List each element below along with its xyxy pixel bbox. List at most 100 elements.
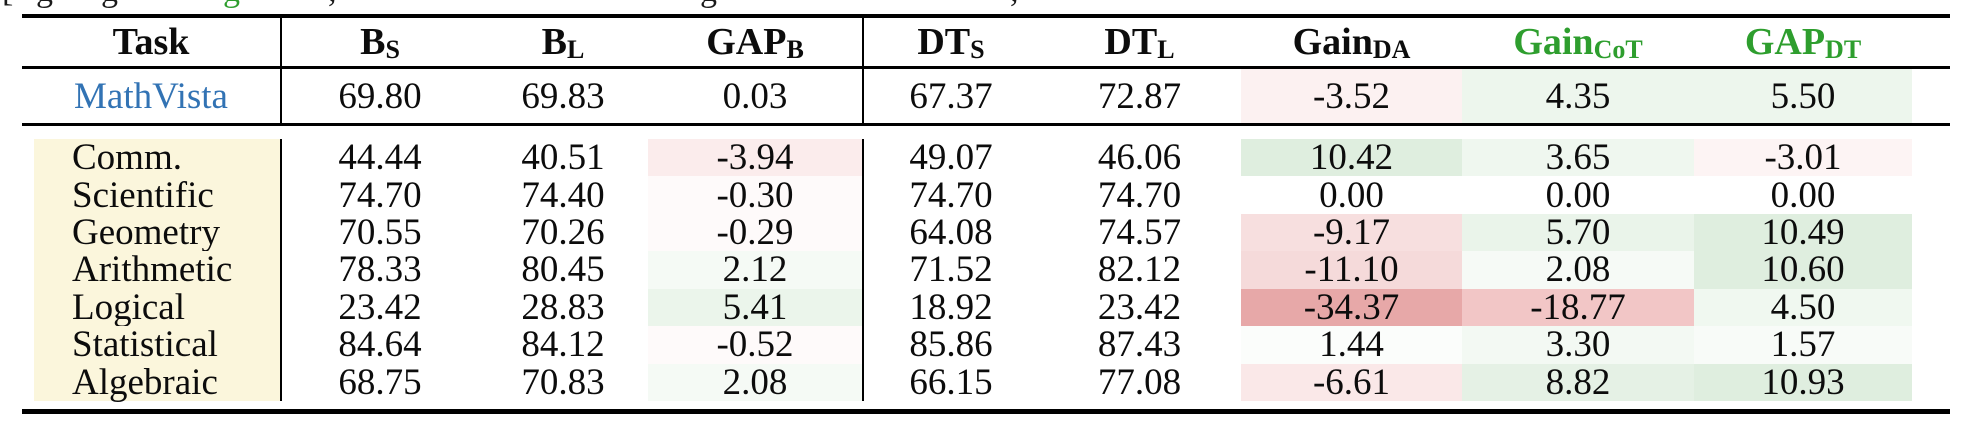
value-cell-gap-b: 2.12 — [648, 251, 864, 289]
value-cell-gain-da: -11.10 — [1241, 251, 1462, 289]
header-label: B — [360, 21, 386, 63]
table-bottom-rule — [22, 409, 1950, 414]
value-cell-gap-b: -0.52 — [648, 326, 864, 364]
header-cell-gain-cot: Gain CoT — [1513, 21, 1643, 64]
task-cell: Scientific — [22, 176, 282, 214]
value-cell-b-s: 70.55 — [338, 212, 422, 254]
header-label: DT — [917, 21, 971, 63]
value-cell-dt-s: 49.07 — [909, 137, 993, 179]
value-cell-dt-l: 87.43 — [1097, 324, 1182, 366]
value-cell-b-s: 44.44 — [338, 137, 422, 179]
cropped-caption-fragments: [ g g g, g, — [0, 0, 1978, 13]
value-cell-gain-da: -9.17 — [1241, 214, 1462, 252]
row-spacer — [1912, 289, 1950, 326]
header-label: GAP — [706, 21, 787, 63]
task-cell: Arithmetic — [22, 251, 282, 289]
value-cell-b-s: 68.75 — [338, 361, 422, 403]
value-cell-gap-b: -0.30 — [648, 176, 864, 214]
caption-fragment: g — [700, 0, 717, 8]
value-cell-b-l: 69.83 — [521, 75, 605, 117]
value-cell-gap-dt: 4.50 — [1694, 289, 1912, 327]
value-cell-gain-cot: 8.82 — [1462, 364, 1694, 401]
value-cell-gain-cot: 4.35 — [1462, 69, 1694, 123]
header-label: Gain — [1292, 21, 1373, 63]
task-cell: Geometry — [22, 214, 282, 252]
task-cell: Logical — [22, 289, 282, 327]
value-cell-gap-dt: 10.60 — [1694, 251, 1912, 289]
value-cell-dt-s: 71.52 — [909, 249, 993, 291]
value-cell-gain-da: -3.52 — [1241, 69, 1462, 123]
value-cell-gain-da: 0.00 — [1319, 174, 1384, 216]
header-cell-gap-b: GAP B — [648, 18, 864, 66]
value-cell-b-l: 28.83 — [521, 286, 605, 328]
value-cell-b-l: 74.40 — [521, 174, 605, 216]
caption-fragment: g — [223, 0, 240, 8]
header-label: Task — [112, 21, 190, 63]
header-cell-dt-s: DT S — [917, 21, 985, 64]
task-cell-mathvista: MathVista — [22, 69, 282, 123]
value-cell-b-l: 70.83 — [521, 361, 605, 403]
value-cell-gap-dt: 10.93 — [1694, 364, 1912, 401]
header-cell-gap-dt: GAP DT — [1744, 21, 1862, 64]
caption-fragment: g — [36, 0, 53, 8]
mathvista-bottom-rule — [22, 123, 1950, 126]
value-cell-b-s: 23.42 — [338, 286, 422, 328]
header-label: DT — [1104, 21, 1158, 63]
mathvista-link[interactable]: MathVista — [74, 75, 228, 117]
value-cell-b-l: 70.26 — [521, 212, 605, 254]
header-label: GAP — [1744, 21, 1826, 63]
table-header-row: Task B S B L GAP B DT S DT L Gain DA Gain CoT GAP DT — [22, 18, 1950, 66]
value-cell-b-l: 84.12 — [521, 324, 605, 366]
value-cell-gap-b: 5.41 — [648, 289, 864, 327]
task-cell: Comm. — [22, 139, 282, 177]
value-cell-b-s: 74.70 — [338, 174, 422, 216]
caption-fragment: , — [1010, 0, 1019, 8]
value-cell-gain-da: 10.42 — [1241, 139, 1462, 177]
value-cell-gain-cot: 2.08 — [1462, 251, 1694, 289]
task-breakdown-rows: Comm. 44.44 40.51 -3.94 49.07 46.06 10.42 3.65-… — [22, 139, 1950, 401]
value-cell-gap-b: 2.08 — [648, 364, 864, 401]
value-cell-dt-l: 46.06 — [1097, 137, 1182, 179]
value-cell-dt-s: 64.08 — [909, 212, 993, 254]
header-cell-dt-l: DT L — [1104, 21, 1175, 64]
value-cell-dt-l: 23.42 — [1097, 286, 1182, 328]
header-spacer — [1912, 18, 1950, 66]
caption-fragment: g — [101, 0, 118, 8]
value-cell-gap-b: 0.03 — [648, 69, 864, 123]
value-cell-dt-l: 72.87 — [1097, 75, 1182, 117]
value-cell-gap-b: -0.29 — [648, 214, 864, 252]
value-cell-gain-da: -6.61 — [1241, 364, 1462, 401]
value-cell-dt-s: 66.15 — [909, 361, 993, 403]
value-cell-gap-dt: -3.01 — [1694, 139, 1912, 177]
caption-fragment: , — [328, 0, 337, 8]
value-cell-b-s: 78.33 — [338, 249, 422, 291]
value-cell-gap-dt: 0.00 — [1770, 174, 1836, 216]
value-cell-gap-b: -3.94 — [648, 139, 864, 177]
task-cell: Statistical — [22, 326, 282, 364]
header-cell-task: Task — [22, 18, 282, 66]
row-spacer — [1912, 176, 1950, 213]
value-cell-gain-da: 1.44 — [1241, 326, 1462, 364]
value-cell-gain-cot: 3.30 — [1462, 326, 1694, 364]
value-cell-dt-l: 82.12 — [1097, 249, 1182, 291]
task-cell: Algebraic — [22, 364, 282, 401]
value-cell-b-l: 80.45 — [521, 249, 605, 291]
row-spacer — [1912, 251, 1950, 288]
value-cell-dt-s: 67.37 — [909, 75, 993, 117]
value-cell-gain-cot: 5.70 — [1462, 214, 1694, 252]
value-cell-b-l: 40.51 — [521, 137, 605, 179]
row-spacer — [1912, 214, 1950, 251]
header-label: Gain — [1513, 21, 1594, 63]
value-cell-dt-s: 74.70 — [909, 174, 993, 216]
value-cell-dt-s: 85.86 — [909, 324, 993, 366]
value-cell-gain-cot: -18.77 — [1462, 289, 1694, 327]
caption-fragment: [ — [2, 0, 13, 8]
value-cell-dt-l: 77.08 — [1097, 361, 1182, 403]
header-cell-gain-da: Gain DA — [1292, 21, 1411, 64]
value-cell-dt-l: 74.70 — [1097, 174, 1182, 216]
header-bottom-rule — [22, 66, 1950, 69]
row-spacer — [1912, 139, 1950, 176]
value-cell-gain-cot: 3.65 — [1462, 139, 1694, 177]
